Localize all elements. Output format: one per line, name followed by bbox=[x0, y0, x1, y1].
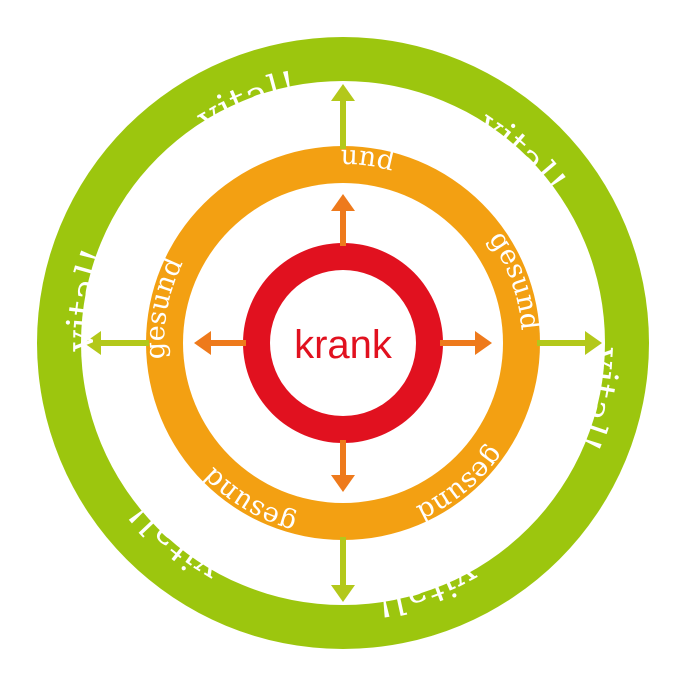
arrow-outer-down bbox=[331, 537, 355, 602]
arrow-outer-right bbox=[537, 331, 602, 355]
arrow-inner-up bbox=[331, 194, 355, 246]
arrow-outer-up bbox=[331, 84, 355, 149]
inner-ring-hole bbox=[270, 270, 416, 416]
center-label: krank bbox=[294, 323, 393, 367]
arrow-outer-left bbox=[84, 331, 149, 355]
arrow-inner-right bbox=[440, 331, 492, 355]
arrow-inner-left bbox=[194, 331, 246, 355]
arrow-inner-down bbox=[331, 440, 355, 492]
